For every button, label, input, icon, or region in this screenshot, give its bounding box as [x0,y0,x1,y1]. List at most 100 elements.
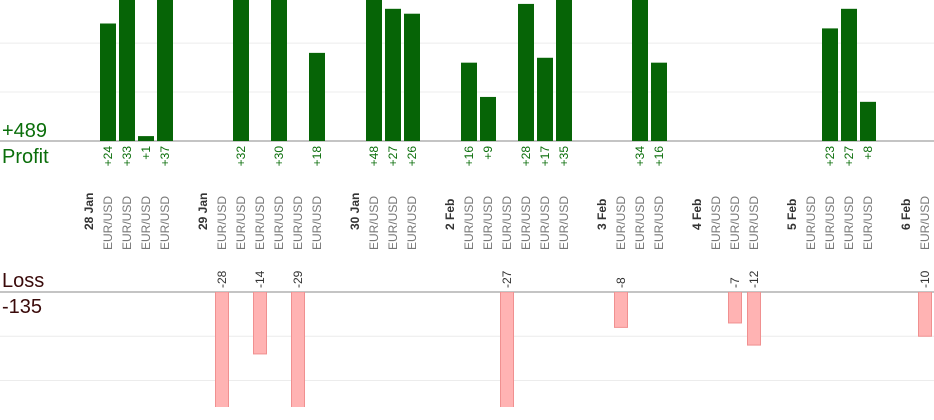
instrument-label: EUR/USD [101,196,115,250]
instrument-label: EUR/USD [519,196,533,250]
loss-label: Loss [2,270,44,292]
instrument-label: EUR/USD [405,196,419,250]
profit-bar [366,0,382,141]
profit-bar [119,0,135,141]
profit-bar [404,13,420,141]
loss-value-label: -27 [500,270,514,288]
instrument-label: EUR/USD [386,196,400,250]
loss-value-label: -7 [728,277,742,288]
instrument-label: EUR/USD [481,196,495,250]
profit-bar [841,8,857,141]
profit-value-label: +8 [861,146,875,160]
instrument-label: EUR/USD [918,196,932,250]
day-label: 6 Feb [899,199,913,230]
profit-bar [556,0,572,141]
profit-bar [860,101,876,141]
profit-bar [100,23,116,141]
day-label: 4 Feb [690,199,704,230]
profit-bar [822,28,838,141]
instrument-label: EUR/USD [652,196,666,250]
loss-bar [728,292,742,324]
profit-value-label: +24 [101,146,115,167]
instrument-label: EUR/USD [861,196,875,250]
profit-value-label: +28 [519,146,533,167]
loss-value-label: -29 [291,270,305,288]
profit-value-label: +9 [481,146,495,160]
loss-value-label: -12 [747,270,761,288]
instrument-label: EUR/USD [310,196,324,250]
profit-bar [480,96,496,141]
instrument-label: EUR/USD [158,196,172,250]
grid [0,42,934,381]
day-label: 5 Feb [785,199,799,230]
instrument-label: EUR/USD [215,196,229,250]
profit-value-label: +18 [310,146,324,167]
profit-label: Profit [2,146,49,168]
profit-bar [385,8,401,141]
loss-bars [215,292,932,407]
profit-value-label: +48 [367,146,381,167]
instrument-label: EUR/USD [823,196,837,250]
profit-value-label: +23 [823,146,837,167]
profit-value-label: +34 [633,146,647,167]
profit-value-label: +30 [272,146,286,167]
profit-bar [632,0,648,141]
instrument-label: EUR/USD [804,196,818,250]
profit-bar [518,3,534,141]
instrument-label: EUR/USD [728,196,742,250]
instrument-label: EUR/USD [367,196,381,250]
instrument-label: EUR/USD [557,196,571,250]
profit-bar [537,57,553,141]
loss-value-label: -28 [215,270,229,288]
profit-bar [233,0,249,141]
profit-value-label: +37 [158,146,172,167]
instrument-label: EUR/USD [253,196,267,250]
instrument-label: EUR/USD [272,196,286,250]
profit-bar [461,62,477,141]
profit-value-label: +16 [462,146,476,167]
instrument-label: EUR/USD [842,196,856,250]
instrument-label: EUR/USD [633,196,647,250]
day-label: 28 Jan [82,193,96,230]
loss-value-label: -8 [614,277,628,288]
profit-value-label: +27 [386,146,400,167]
loss-value-label: -14 [253,270,267,288]
instrument-label: EUR/USD [500,196,514,250]
loss-bar [291,292,305,407]
loss-bar [918,292,932,337]
loss-bar [500,292,514,407]
profit-bar [309,52,325,141]
instrument-label: EUR/USD [747,196,761,250]
day-label: 2 Feb [443,199,457,230]
bars [100,0,932,407]
day-label: 3 Feb [595,199,609,230]
instrument-label: EUR/USD [538,196,552,250]
instrument-label: EUR/USD [614,196,628,250]
profit-value-label: +32 [234,146,248,167]
profit-bar [138,136,154,141]
profit-bar [271,0,287,141]
profit-value-label: +1 [139,146,153,160]
profit-value-label: +17 [538,146,552,167]
loss-total: -135 [2,296,42,318]
profit-value-label: +27 [842,146,856,167]
instrument-label: EUR/USD [291,196,305,250]
loss-bar [253,292,267,355]
profit-value-label: +35 [557,146,571,167]
profit-value-label: +26 [405,146,419,167]
profit-value-label: +16 [652,146,666,167]
day-label: 29 Jan [196,193,210,230]
profit-value-label: +33 [120,146,134,167]
profit-bar [157,0,173,141]
instrument-label: EUR/USD [709,196,723,250]
loss-bar [747,292,761,346]
instrument-label: EUR/USD [139,196,153,250]
profit-bars [100,0,876,141]
loss-bar [614,292,628,328]
profit-bar [651,62,667,141]
loss-value-label: -10 [918,270,932,288]
instrument-label: EUR/USD [234,196,248,250]
profit-total: +489 [2,120,47,142]
instrument-label: EUR/USD [120,196,134,250]
